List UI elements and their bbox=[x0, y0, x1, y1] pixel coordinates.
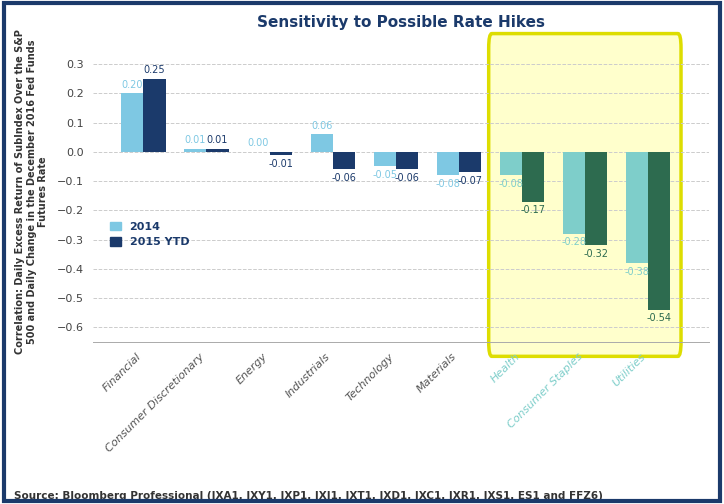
Bar bbox=[374, 152, 396, 166]
Text: 0.25: 0.25 bbox=[143, 65, 165, 75]
Bar bbox=[311, 135, 332, 152]
Bar bbox=[122, 93, 143, 152]
Bar bbox=[522, 152, 544, 202]
Bar bbox=[459, 152, 481, 172]
Text: 0.20: 0.20 bbox=[122, 80, 143, 90]
Bar bbox=[185, 149, 206, 152]
Bar bbox=[648, 152, 670, 309]
FancyBboxPatch shape bbox=[489, 34, 681, 356]
Text: 0.06: 0.06 bbox=[311, 120, 332, 131]
Text: -0.38: -0.38 bbox=[624, 267, 649, 277]
Text: Source: Bloomberg Professional (IXA1, IXY1, IXP1, IXI1, IXT1, IXD1, IXC1, IXR1, : Source: Bloomberg Professional (IXA1, IX… bbox=[14, 491, 603, 501]
Bar bbox=[585, 152, 607, 245]
Bar bbox=[563, 152, 585, 234]
Bar bbox=[500, 152, 522, 175]
Bar bbox=[437, 152, 459, 175]
Text: -0.06: -0.06 bbox=[331, 173, 356, 183]
Text: -0.05: -0.05 bbox=[372, 170, 397, 180]
Bar bbox=[332, 152, 355, 169]
Text: -0.28: -0.28 bbox=[561, 237, 586, 247]
Text: -0.07: -0.07 bbox=[458, 176, 482, 186]
Bar bbox=[396, 152, 418, 169]
Y-axis label: Correlation: Daily Excess Return of SubIndex Over the S&P
500 and Daily Change i: Correlation: Daily Excess Return of SubI… bbox=[15, 29, 49, 354]
Text: 0.01: 0.01 bbox=[207, 135, 228, 145]
Text: -0.06: -0.06 bbox=[395, 173, 419, 183]
Bar bbox=[626, 152, 648, 263]
Text: 0.00: 0.00 bbox=[248, 138, 269, 148]
Legend: 2014, 2015 YTD: 2014, 2015 YTD bbox=[105, 217, 193, 252]
Text: -0.54: -0.54 bbox=[647, 313, 671, 324]
Text: -0.08: -0.08 bbox=[498, 179, 523, 189]
Text: -0.17: -0.17 bbox=[521, 205, 545, 215]
Bar bbox=[269, 152, 292, 155]
Text: -0.32: -0.32 bbox=[584, 249, 608, 259]
Text: -0.08: -0.08 bbox=[435, 179, 460, 189]
Text: 0.01: 0.01 bbox=[185, 135, 206, 145]
Bar bbox=[143, 79, 166, 152]
Title: Sensitivity to Possible Rate Hikes: Sensitivity to Possible Rate Hikes bbox=[257, 15, 545, 30]
Bar bbox=[206, 149, 229, 152]
Text: -0.01: -0.01 bbox=[268, 159, 293, 169]
